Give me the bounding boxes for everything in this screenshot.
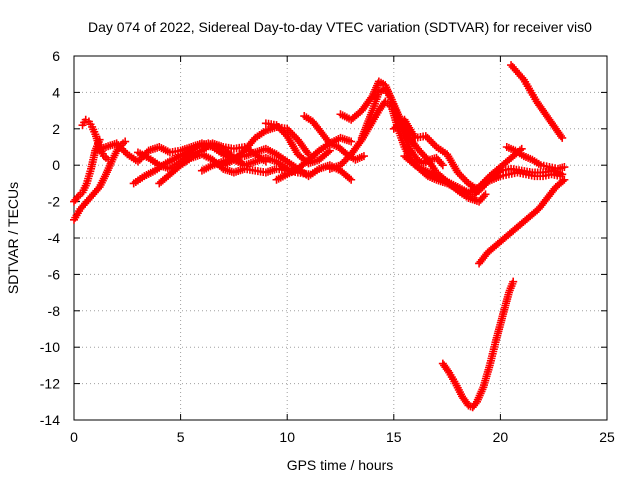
trace-marker <box>443 366 452 375</box>
series-trace-20 <box>507 61 567 142</box>
trace-marker <box>457 172 466 181</box>
data-point <box>556 172 565 181</box>
y-tick-label: 6 <box>52 48 60 64</box>
trace-marker <box>340 157 349 166</box>
data-point <box>438 161 447 170</box>
trace-marker <box>459 173 468 182</box>
series-group <box>70 61 569 412</box>
data-point <box>133 157 142 166</box>
data-point <box>236 157 245 166</box>
trace-marker <box>72 193 81 202</box>
trace-marker <box>425 135 434 144</box>
data-point <box>453 168 462 177</box>
trace-marker <box>286 128 295 137</box>
trace-marker <box>428 139 437 148</box>
trace-marker <box>324 148 333 157</box>
data-point <box>560 175 569 184</box>
trace-marker <box>345 174 354 183</box>
x-tick-label: 15 <box>386 429 402 445</box>
series-trace-21 <box>475 175 569 268</box>
trace-marker <box>455 170 464 179</box>
data-point <box>359 152 368 161</box>
data-point <box>121 137 130 146</box>
data-point <box>325 146 334 155</box>
trace-marker <box>427 137 436 146</box>
x-tick-label: 25 <box>599 429 615 445</box>
y-tick-label: 4 <box>52 84 60 100</box>
trace-marker <box>343 153 352 162</box>
trace-marker <box>277 126 286 135</box>
trace-marker <box>341 155 350 164</box>
series-trace-15 <box>357 84 447 170</box>
trace-marker <box>274 122 283 131</box>
data-point <box>421 132 430 141</box>
trace-marker <box>288 130 297 139</box>
x-tick-label: 20 <box>493 429 509 445</box>
trace-marker <box>119 146 128 155</box>
trace-marker <box>556 132 565 141</box>
trace-marker <box>279 128 288 137</box>
y-tick-label: -14 <box>40 412 60 428</box>
trace-marker <box>423 133 432 142</box>
data-point <box>112 139 121 148</box>
data-point <box>509 277 518 286</box>
trace-marker <box>460 175 469 184</box>
y-axis-label: SDTVAR / TECUs <box>5 182 21 294</box>
data-point <box>347 137 356 146</box>
trace-marker <box>117 144 126 153</box>
trace-marker <box>116 143 125 151</box>
trace-marker <box>114 141 123 150</box>
x-tick-label: 5 <box>177 429 185 445</box>
y-tick-label: -6 <box>48 266 61 282</box>
data-point <box>283 124 292 133</box>
data-point <box>558 133 567 142</box>
data-point <box>104 155 113 164</box>
trace-marker <box>518 73 527 82</box>
axis-ticks: 0 5 10 15 20 25 -14 -12 -10 -8 -6 -4 -2 0 2 4 6 <box>40 48 615 445</box>
series-trace-19 <box>502 143 569 173</box>
series-trace-7 <box>155 150 313 188</box>
series-trace-1 <box>70 137 130 224</box>
series-trace-22 <box>438 277 518 412</box>
trace-marker <box>276 124 285 133</box>
trace-marker <box>437 159 446 168</box>
x-tick-label: 10 <box>279 429 295 445</box>
trace-marker <box>303 148 312 157</box>
data-point <box>95 135 104 144</box>
data-point <box>481 190 490 199</box>
data-point <box>272 121 281 130</box>
y-tick-label: -8 <box>48 303 61 319</box>
data-point <box>261 157 270 166</box>
y-tick-label: -12 <box>40 376 60 392</box>
x-axis-label: GPS time / hours <box>287 457 394 473</box>
y-tick-label: -10 <box>40 339 60 355</box>
trace-marker <box>284 126 293 135</box>
trace-marker <box>290 132 299 141</box>
series-trace-3 <box>70 135 104 206</box>
data-point <box>347 175 356 184</box>
trace-marker <box>558 177 567 186</box>
series-trace-18 <box>470 168 565 199</box>
data-point <box>560 163 569 172</box>
chart-title: Day 074 of 2022, Sidereal Day-to-day VTE… <box>88 19 592 35</box>
trace-marker <box>338 159 347 168</box>
y-tick-label: 2 <box>52 121 60 137</box>
y-tick-label: 0 <box>52 157 60 173</box>
x-tick-label: 0 <box>70 429 78 445</box>
y-tick-label: -2 <box>48 194 61 210</box>
trace-marker <box>479 192 488 201</box>
data-point <box>336 161 345 170</box>
y-tick-label: -4 <box>48 230 61 246</box>
series-trace-6 <box>129 139 245 188</box>
